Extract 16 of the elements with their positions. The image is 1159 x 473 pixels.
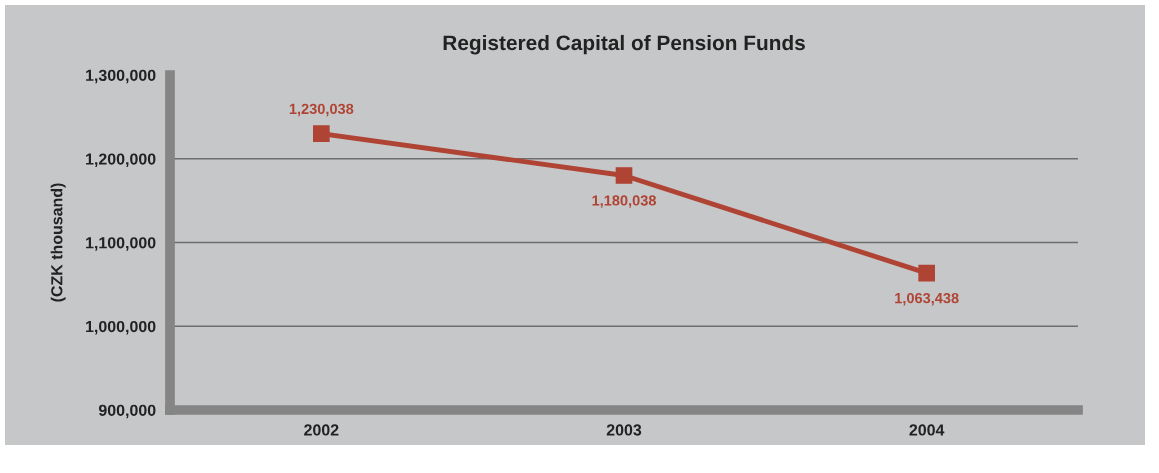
y-tick-label: 900,000 — [98, 404, 156, 419]
y-axis-title: (CZK thousand) — [50, 183, 66, 302]
data-label: 1,230,038 — [289, 103, 354, 117]
x-tick-label: 2002 — [304, 424, 339, 436]
point — [918, 264, 936, 282]
y-tick-label: 1,000,000 — [86, 320, 156, 335]
x-tick-label: 2003 — [606, 424, 642, 436]
y-tick-label: 1,300,000 — [86, 69, 156, 84]
chart-title: Registered Capital of Pension Funds — [443, 34, 805, 55]
point — [312, 125, 330, 142]
x-tick-label: 2004 — [909, 424, 945, 436]
point — [615, 167, 633, 184]
y-tick-label: 1,200,000 — [86, 153, 156, 168]
y-tick-label: 1,100,000 — [86, 237, 156, 251]
data-label: 1,063,438 — [895, 292, 959, 306]
data-label: 1,180,038 — [592, 195, 656, 208]
